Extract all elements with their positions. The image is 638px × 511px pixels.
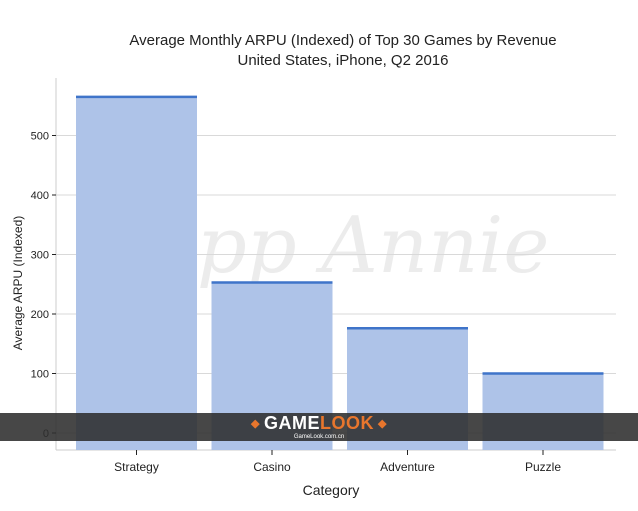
bar-strategy xyxy=(76,96,197,450)
banner-brand-accent: LOOK xyxy=(320,412,374,433)
banner-brand: ◆ GAMELOOK ◆ xyxy=(247,414,391,433)
y-tick-label: 400 xyxy=(31,190,49,202)
x-tick-label: Adventure xyxy=(380,460,435,474)
x-axis-ticks: Strategy Casino Adventure Puzzle xyxy=(114,450,561,474)
x-tick-label: Puzzle xyxy=(525,460,561,474)
banner-url: GameLook.com.cn xyxy=(293,433,345,440)
chart-title: Average Monthly ARPU (Indexed) of Top 30… xyxy=(129,32,556,49)
diamond-icon: ◆ xyxy=(251,417,260,430)
watermark-banner: ◆ GAMELOOK ◆ GameLook.com.cn xyxy=(0,413,638,441)
y-tick-label: 200 xyxy=(31,309,49,321)
chart-subtitle: United States, iPhone, Q2 2016 xyxy=(238,52,449,69)
y-tick-label: 500 xyxy=(31,131,49,143)
y-axis-label: Average ARPU (Indexed) xyxy=(11,216,25,351)
x-tick-label: Casino xyxy=(253,460,291,474)
diamond-icon: ◆ xyxy=(378,417,387,430)
x-tick-label: Strategy xyxy=(114,460,159,474)
watermark: App Annie xyxy=(135,201,550,291)
y-axis-ticks: 0100200300400500 xyxy=(31,131,56,440)
x-axis-label: Category xyxy=(303,482,360,498)
y-tick-label: 100 xyxy=(31,369,49,381)
banner-brand-main: GAME xyxy=(264,412,320,433)
y-tick-label: 300 xyxy=(31,250,49,262)
